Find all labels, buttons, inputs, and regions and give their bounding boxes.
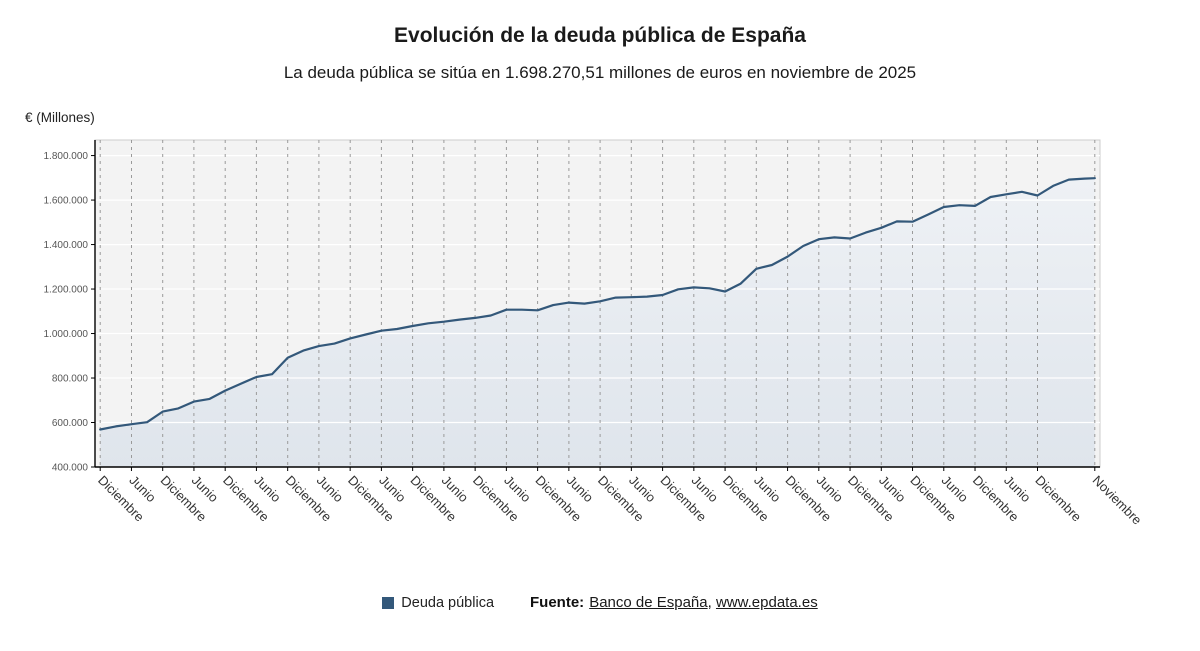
source-prefix: Fuente: — [530, 594, 585, 611]
y-axis-tick-label: 1.800.000 — [44, 151, 89, 162]
deuda-publica-series-line — [99, 177, 1096, 431]
x-axis-tick-label: Diciembre — [1032, 473, 1084, 525]
source-link-banco-de-espana[interactable]: Banco de España — [589, 594, 708, 611]
y-axis-tick-label: 1.600.000 — [44, 196, 89, 207]
chart-title: Evolución de la deuda pública de España — [394, 24, 806, 47]
debt-area-chart: 400.000 600.000 800.000 1.000.000 1.200.000 1… — [44, 139, 1145, 528]
y-axis-tick-label: 1.400.000 — [44, 240, 89, 251]
legend-item-deuda-publica[interactable]: Deuda pública — [382, 595, 494, 611]
legend-label: Deuda pública — [401, 594, 495, 611]
y-axis-tick-label: 800.000 — [52, 374, 89, 385]
y-axis-tick-label: 400.000 — [52, 463, 89, 474]
y-axis-tick-label: 600.000 — [52, 418, 89, 429]
y-axis-tick-label: 1.200.000 — [44, 285, 89, 296]
y-axis-tick-label: 1.000.000 — [44, 329, 89, 340]
source-link-epdata[interactable]: www.epdata.es — [715, 594, 818, 611]
source-line: Fuente: Banco de España, www.epdata.es — [530, 594, 818, 611]
chart-footer: Deuda pública Fuente: Banco de España, ww… — [0, 594, 1200, 611]
legend-marker — [382, 596, 395, 609]
source-separator: , — [707, 594, 716, 611]
chart-subtitle: La deuda pública se sitúa en 1.698.270,5… — [283, 63, 917, 82]
y-axis-title: € (Millones) — [25, 110, 95, 125]
x-axis-tick-label: Noviembre — [1090, 473, 1145, 528]
